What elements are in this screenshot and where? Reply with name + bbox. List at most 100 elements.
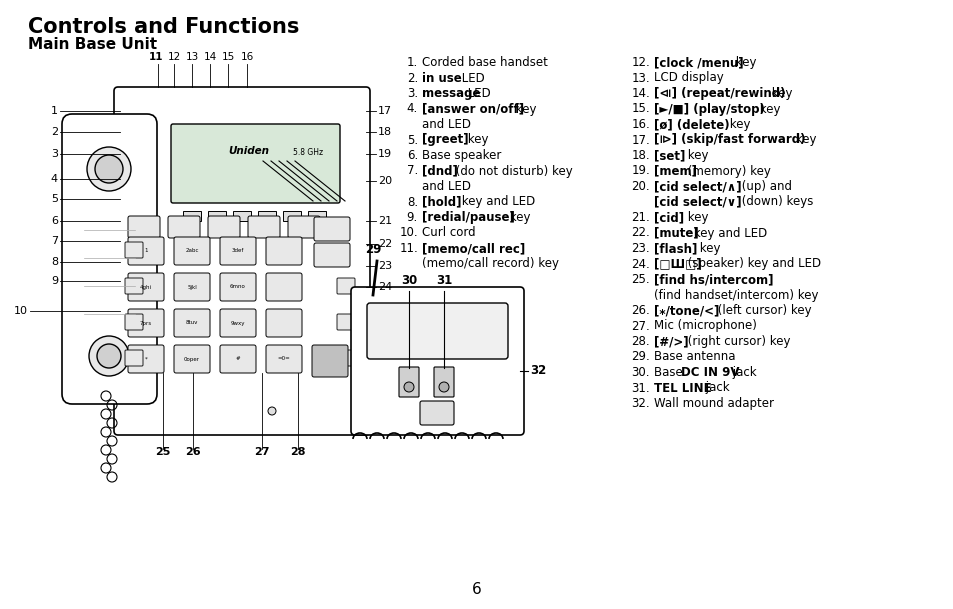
Text: Corded base handset: Corded base handset xyxy=(421,56,547,69)
Text: [cid select/∧]: [cid select/∧] xyxy=(654,180,740,193)
FancyBboxPatch shape xyxy=(171,124,339,203)
Text: DC IN 9V: DC IN 9V xyxy=(680,366,740,379)
Text: 1: 1 xyxy=(144,248,148,253)
Text: 6: 6 xyxy=(472,582,481,597)
Text: 7prs: 7prs xyxy=(140,320,152,325)
Text: Main Base Unit: Main Base Unit xyxy=(28,37,157,52)
Text: 9: 9 xyxy=(51,276,58,286)
Text: jack: jack xyxy=(729,366,757,379)
FancyBboxPatch shape xyxy=(208,216,240,238)
Text: [hold]: [hold] xyxy=(421,195,461,208)
Text: 10.: 10. xyxy=(399,227,417,239)
FancyBboxPatch shape xyxy=(220,309,255,337)
Text: 16.: 16. xyxy=(631,118,649,131)
Text: [redial/pause]: [redial/pause] xyxy=(421,211,515,224)
Text: (find handset/intercom) key: (find handset/intercom) key xyxy=(654,289,818,301)
Text: [dnd]: [dnd] xyxy=(421,164,457,177)
Text: 4.: 4. xyxy=(406,102,417,116)
Text: (memory) key: (memory) key xyxy=(683,164,770,177)
FancyBboxPatch shape xyxy=(168,216,200,238)
Text: Mic (microphone): Mic (microphone) xyxy=(654,320,756,333)
Text: 27.: 27. xyxy=(631,320,649,333)
Text: [⧐] (skip/fast forward): [⧐] (skip/fast forward) xyxy=(654,133,804,147)
Text: 18: 18 xyxy=(377,127,392,137)
Text: 2: 2 xyxy=(51,127,58,137)
Text: 10: 10 xyxy=(14,306,28,316)
Text: 18.: 18. xyxy=(631,149,649,162)
Text: in use: in use xyxy=(421,71,461,85)
FancyBboxPatch shape xyxy=(173,273,210,301)
FancyBboxPatch shape xyxy=(336,350,355,366)
Text: [clock /menu]: [clock /menu] xyxy=(654,56,742,69)
Text: 26: 26 xyxy=(185,447,200,457)
Text: 20.: 20. xyxy=(631,180,649,193)
FancyBboxPatch shape xyxy=(125,350,143,366)
Circle shape xyxy=(97,344,121,368)
Circle shape xyxy=(95,155,123,183)
Text: 12.: 12. xyxy=(631,56,649,69)
Text: Base: Base xyxy=(654,366,686,379)
Text: (up) and: (up) and xyxy=(738,180,791,193)
FancyBboxPatch shape xyxy=(62,114,157,404)
Text: 13.: 13. xyxy=(631,71,649,85)
Text: [ø] (delete): [ø] (delete) xyxy=(654,118,729,131)
Text: key: key xyxy=(731,56,756,69)
Text: (right cursor) key: (right cursor) key xyxy=(683,335,790,348)
Text: Base antenna: Base antenna xyxy=(654,351,735,364)
FancyBboxPatch shape xyxy=(312,345,348,377)
FancyBboxPatch shape xyxy=(336,278,355,294)
FancyBboxPatch shape xyxy=(266,309,302,337)
Text: 6: 6 xyxy=(51,216,58,226)
Text: *: * xyxy=(145,356,147,362)
Circle shape xyxy=(89,336,129,376)
Text: 29.: 29. xyxy=(631,351,649,364)
FancyBboxPatch shape xyxy=(266,345,302,373)
Text: 3: 3 xyxy=(51,149,58,159)
Text: Curl cord: Curl cord xyxy=(421,227,476,239)
Text: 8tuv: 8tuv xyxy=(186,320,198,325)
Text: 30: 30 xyxy=(400,274,416,287)
FancyBboxPatch shape xyxy=(125,242,143,258)
Text: key: key xyxy=(512,102,536,116)
Text: [⁎/tone/<]: [⁎/tone/<] xyxy=(654,304,719,317)
Text: 1: 1 xyxy=(51,106,58,116)
Text: 15: 15 xyxy=(221,52,234,62)
Text: 20: 20 xyxy=(377,176,392,186)
Text: 9wxy: 9wxy xyxy=(231,320,245,325)
Text: 16: 16 xyxy=(240,52,253,62)
FancyBboxPatch shape xyxy=(173,345,210,373)
FancyBboxPatch shape xyxy=(336,314,355,330)
FancyBboxPatch shape xyxy=(128,237,164,265)
Text: [memo/call rec]: [memo/call rec] xyxy=(421,242,525,255)
Text: 32: 32 xyxy=(530,365,546,378)
Text: [□Ш□]: [□Ш□] xyxy=(654,258,700,270)
Text: (left cursor) key: (left cursor) key xyxy=(713,304,811,317)
Text: 5.: 5. xyxy=(406,133,417,147)
FancyBboxPatch shape xyxy=(128,216,160,238)
Text: 31.: 31. xyxy=(631,381,649,395)
Circle shape xyxy=(403,382,414,392)
FancyBboxPatch shape xyxy=(419,401,454,425)
Text: key: key xyxy=(505,211,530,224)
Text: LCD display: LCD display xyxy=(654,71,723,85)
Text: (down) keys: (down) keys xyxy=(738,195,813,208)
Text: Base speaker: Base speaker xyxy=(421,149,501,162)
Text: key: key xyxy=(463,133,488,147)
Text: 19.: 19. xyxy=(631,164,649,177)
Text: 31: 31 xyxy=(436,274,452,287)
FancyBboxPatch shape xyxy=(220,237,255,265)
Circle shape xyxy=(268,407,275,415)
Text: key: key xyxy=(791,133,816,147)
Text: [⧏] (repeat/rewind): [⧏] (repeat/rewind) xyxy=(654,87,784,100)
Text: and LED: and LED xyxy=(421,118,471,131)
Text: key: key xyxy=(767,87,792,100)
Text: 23: 23 xyxy=(377,261,392,271)
FancyBboxPatch shape xyxy=(248,216,280,238)
FancyBboxPatch shape xyxy=(220,273,255,301)
FancyBboxPatch shape xyxy=(128,309,164,337)
Text: 21: 21 xyxy=(377,216,392,226)
Text: jack: jack xyxy=(701,381,729,395)
Text: 14: 14 xyxy=(203,52,216,62)
Text: 19: 19 xyxy=(377,149,392,159)
Text: [mem]: [mem] xyxy=(654,164,697,177)
